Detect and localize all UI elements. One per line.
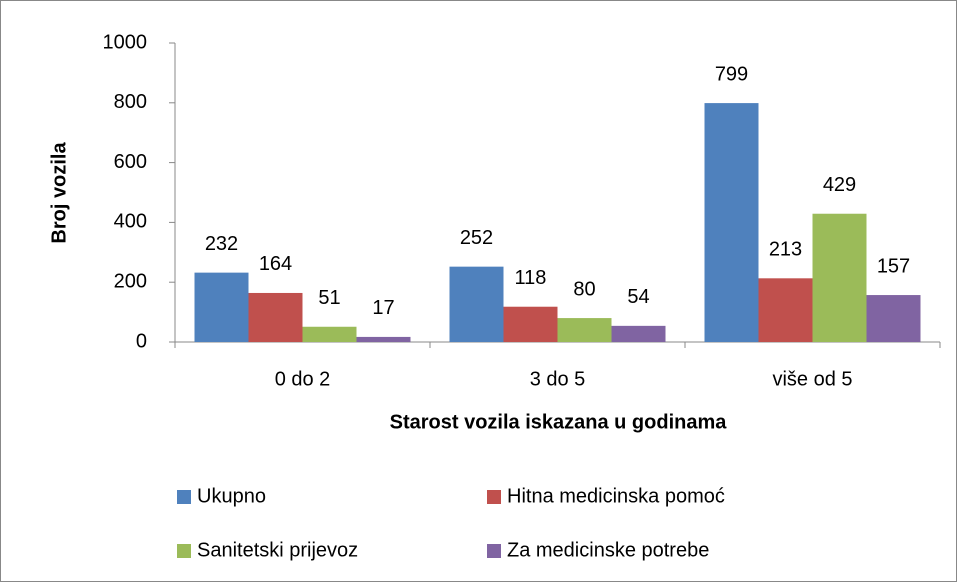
y-tick-label: 800 xyxy=(114,91,147,113)
y-tick-label: 0 xyxy=(136,330,147,352)
legend-swatch xyxy=(177,490,191,504)
bar xyxy=(758,278,813,342)
data-label: 118 xyxy=(515,267,547,289)
data-label: 51 xyxy=(318,287,340,309)
data-label: 157 xyxy=(877,255,910,277)
data-label: 54 xyxy=(627,286,649,308)
x-tick-label: 0 do 2 xyxy=(275,368,331,390)
bar xyxy=(194,272,249,342)
legend-label: Ukupno xyxy=(197,485,266,507)
y-axis-title: Broj vozila xyxy=(48,142,70,244)
legend-label: Sanitetski prijevoz xyxy=(197,539,358,561)
legend-swatch xyxy=(487,490,501,504)
bar xyxy=(557,318,612,342)
data-label: 213 xyxy=(769,239,802,261)
legend-swatch xyxy=(487,544,501,558)
bar xyxy=(248,292,303,342)
legend-label: Hitna medicinska pomoć xyxy=(507,485,725,507)
x-tick-label: 3 do 5 xyxy=(530,368,586,390)
data-label: 80 xyxy=(573,278,595,300)
data-label: 252 xyxy=(460,227,493,249)
data-label: 232 xyxy=(205,233,238,255)
bar xyxy=(302,326,357,342)
bar xyxy=(704,103,759,342)
bar xyxy=(449,266,504,342)
y-tick-label: 400 xyxy=(114,211,147,233)
y-tick-label: 1000 xyxy=(103,31,148,53)
legend-label: Za medicinske potrebe xyxy=(507,539,709,561)
data-label: 799 xyxy=(715,63,748,85)
x-axis-title: Starost vozila iskazana u godinama xyxy=(390,411,728,433)
y-tick-label: 600 xyxy=(114,151,147,173)
data-label: 164 xyxy=(259,253,292,275)
y-tick-label: 200 xyxy=(114,270,147,292)
data-label: 17 xyxy=(372,297,394,319)
bar xyxy=(611,325,666,342)
data-label: 429 xyxy=(823,174,856,196)
bar xyxy=(503,306,558,342)
bar xyxy=(356,336,411,342)
bar xyxy=(812,213,867,342)
legend-swatch xyxy=(177,544,191,558)
bar xyxy=(866,295,921,342)
x-tick-label: više od 5 xyxy=(772,368,852,390)
